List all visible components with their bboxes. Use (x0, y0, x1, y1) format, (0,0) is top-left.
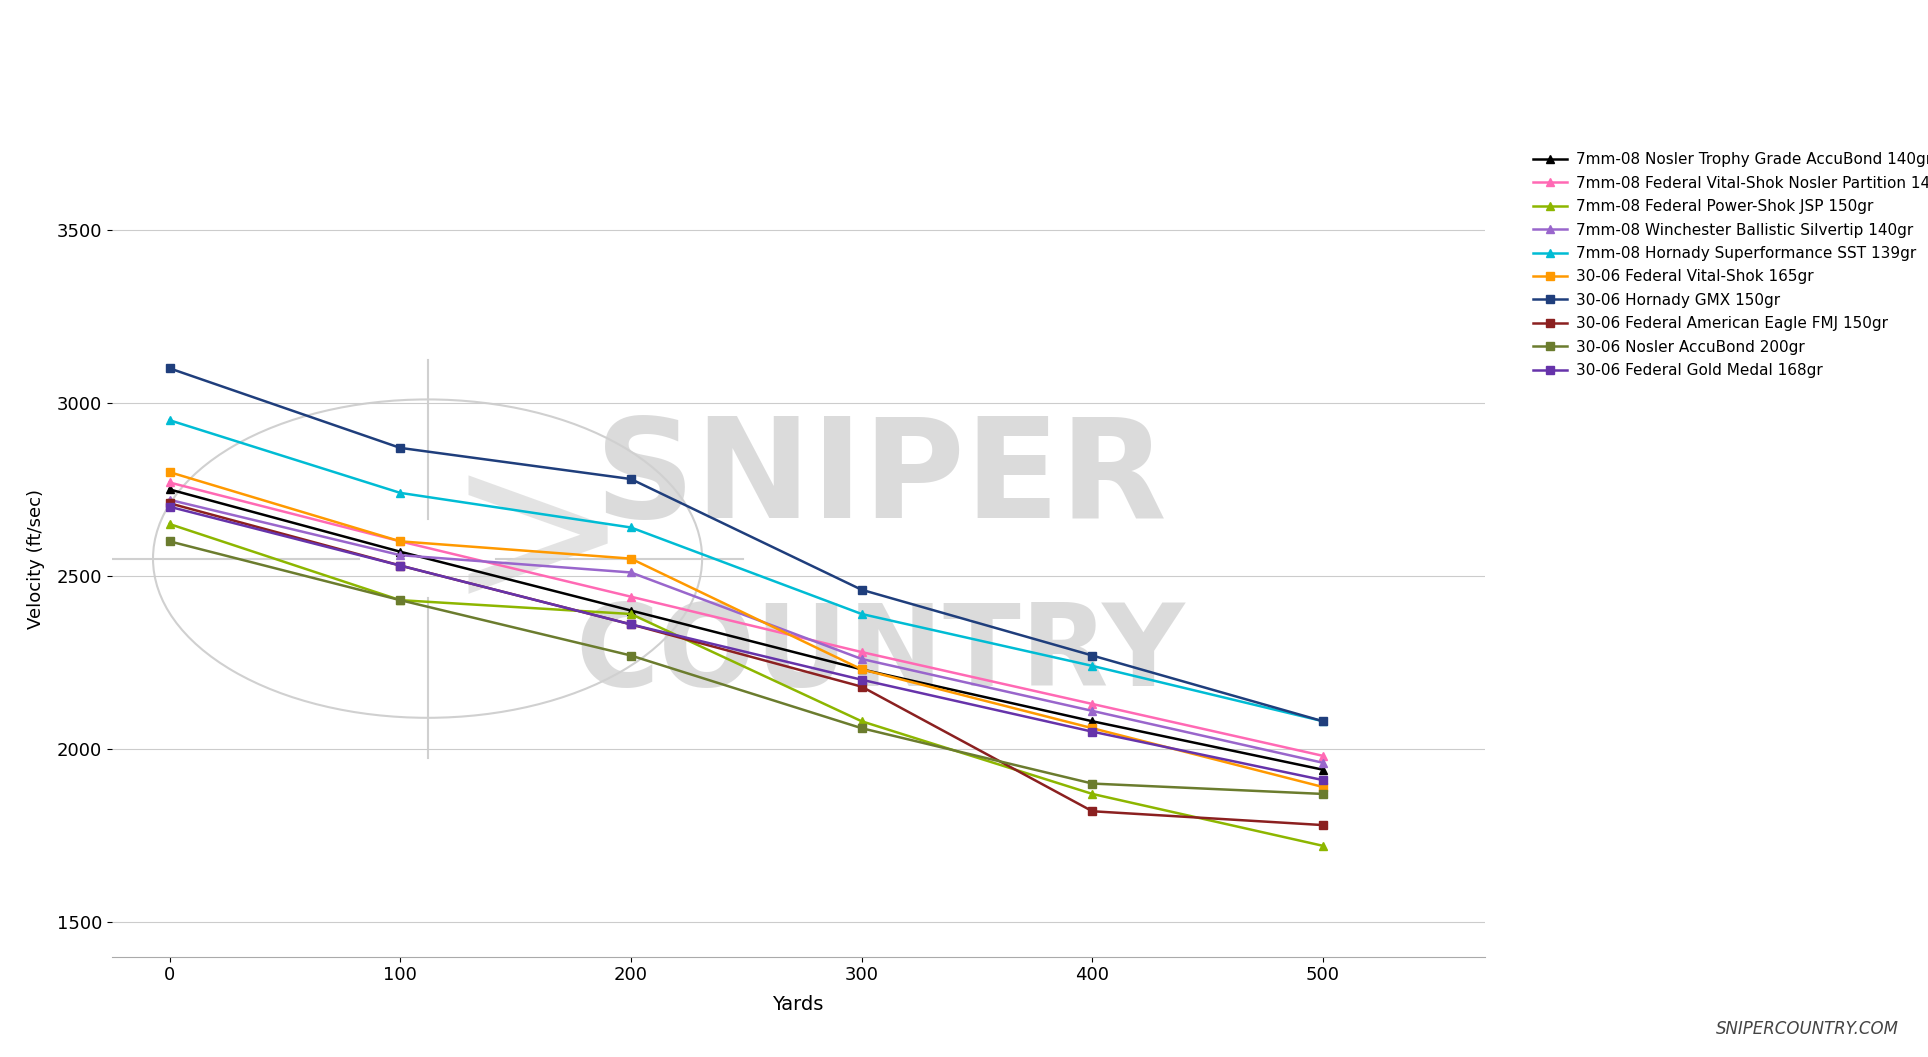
7mm-08 Federal Vital-Shok Nosler Partition 140gr (1311, 749, 1334, 762)
7mm-08 Nosler Trophy Grade AccuBond 140gr (1082, 715, 1105, 727)
30-06 Nosler AccuBond 200gr (850, 722, 873, 735)
7mm-08 Federal Power-Shok JSP 150gr (158, 518, 181, 531)
7mm-08 Nosler Trophy Grade AccuBond 140gr (619, 605, 642, 617)
30-06 Federal Gold Medal 168gr (158, 500, 181, 513)
30-06 Hornady GMX 150gr (1311, 715, 1334, 727)
7mm-08 Federal Power-Shok JSP 150gr (389, 594, 413, 607)
7mm-08 Winchester Ballistic Silvertip 140gr (158, 494, 181, 506)
7mm-08 Hornady Superformance SST 139gr (1311, 715, 1334, 727)
30-06 Federal Vital-Shok 165gr (1311, 781, 1334, 794)
Line: 30-06 Nosler AccuBond 200gr: 30-06 Nosler AccuBond 200gr (166, 537, 1326, 798)
30-06 Nosler AccuBond 200gr (619, 649, 642, 662)
Line: 7mm-08 Winchester Ballistic Silvertip 140gr: 7mm-08 Winchester Ballistic Silvertip 14… (166, 496, 1326, 767)
7mm-08 Nosler Trophy Grade AccuBond 140gr (389, 545, 413, 558)
Line: 30-06 Federal American Eagle FMJ 150gr: 30-06 Federal American Eagle FMJ 150gr (166, 499, 1326, 830)
Text: SNIPERCOUNTRY.COM: SNIPERCOUNTRY.COM (1716, 1020, 1899, 1038)
30-06 Hornady GMX 150gr (850, 583, 873, 596)
7mm-08 Winchester Ballistic Silvertip 140gr (389, 549, 413, 561)
30-06 Federal American Eagle FMJ 150gr (1311, 819, 1334, 832)
7mm-08 Nosler Trophy Grade AccuBond 140gr (850, 663, 873, 675)
30-06 Federal Vital-Shok 165gr (850, 663, 873, 675)
7mm-08 Hornady Superformance SST 139gr (850, 608, 873, 620)
7mm-08 Federal Power-Shok JSP 150gr (1311, 839, 1334, 852)
7mm-08 Winchester Ballistic Silvertip 140gr (1311, 757, 1334, 769)
7mm-08 Hornady Superformance SST 139gr (389, 486, 413, 499)
30-06 Federal Gold Medal 168gr (619, 618, 642, 631)
30-06 Nosler AccuBond 200gr (158, 535, 181, 548)
30-06 Federal Gold Medal 168gr (389, 559, 413, 572)
30-06 Nosler AccuBond 200gr (1082, 777, 1105, 790)
Line: 30-06 Federal Gold Medal 168gr: 30-06 Federal Gold Medal 168gr (166, 502, 1326, 784)
7mm-08 Federal Power-Shok JSP 150gr (1082, 787, 1105, 800)
7mm-08 Winchester Ballistic Silvertip 140gr (850, 652, 873, 665)
Line: 7mm-08 Nosler Trophy Grade AccuBond 140gr: 7mm-08 Nosler Trophy Grade AccuBond 140g… (166, 485, 1326, 774)
30-06 Hornady GMX 150gr (619, 472, 642, 485)
7mm-08 Federal Power-Shok JSP 150gr (619, 608, 642, 620)
7mm-08 Federal Vital-Shok Nosler Partition 140gr (389, 535, 413, 548)
Text: >: > (443, 435, 630, 650)
30-06 Hornady GMX 150gr (1082, 649, 1105, 662)
7mm-08 Federal Vital-Shok Nosler Partition 140gr (850, 646, 873, 659)
30-06 Federal American Eagle FMJ 150gr (158, 497, 181, 509)
30-06 Federal Vital-Shok 165gr (389, 535, 413, 548)
30-06 Federal American Eagle FMJ 150gr (850, 681, 873, 693)
30-06 Federal Gold Medal 168gr (850, 673, 873, 686)
Y-axis label: Velocity (ft/sec): Velocity (ft/sec) (27, 488, 46, 629)
30-06 Hornady GMX 150gr (389, 442, 413, 455)
7mm-08 Federal Power-Shok JSP 150gr (850, 715, 873, 727)
30-06 Hornady GMX 150gr (158, 361, 181, 374)
7mm-08 Winchester Ballistic Silvertip 140gr (619, 567, 642, 579)
30-06 Federal American Eagle FMJ 150gr (1082, 804, 1105, 817)
Line: 7mm-08 Federal Vital-Shok Nosler Partition 140gr: 7mm-08 Federal Vital-Shok Nosler Partiti… (166, 479, 1326, 760)
X-axis label: Yards: Yards (773, 996, 823, 1015)
7mm-08 Nosler Trophy Grade AccuBond 140gr (1311, 763, 1334, 776)
30-06 Federal Vital-Shok 165gr (619, 552, 642, 564)
30-06 Federal Gold Medal 168gr (1311, 774, 1334, 786)
30-06 Nosler AccuBond 200gr (389, 594, 413, 607)
30-06 Federal Vital-Shok 165gr (1082, 722, 1105, 735)
30-06 Federal Gold Medal 168gr (1082, 725, 1105, 738)
Legend: 7mm-08 Nosler Trophy Grade AccuBond 140gr, 7mm-08 Federal Vital-Shok Nosler Part: 7mm-08 Nosler Trophy Grade AccuBond 140g… (1533, 152, 1928, 378)
7mm-08 Federal Vital-Shok Nosler Partition 140gr (1082, 698, 1105, 710)
Text: COUNTRY: COUNTRY (576, 598, 1186, 709)
Text: BULLET VELOCITY: BULLET VELOCITY (492, 19, 1436, 111)
Text: SNIPER: SNIPER (594, 411, 1166, 546)
Line: 7mm-08 Federal Power-Shok JSP 150gr: 7mm-08 Federal Power-Shok JSP 150gr (166, 520, 1326, 850)
7mm-08 Hornady Superformance SST 139gr (1082, 660, 1105, 672)
7mm-08 Federal Vital-Shok Nosler Partition 140gr (619, 591, 642, 604)
7mm-08 Hornady Superformance SST 139gr (158, 414, 181, 427)
30-06 Federal Vital-Shok 165gr (158, 466, 181, 479)
30-06 Federal American Eagle FMJ 150gr (619, 618, 642, 631)
Line: 7mm-08 Hornady Superformance SST 139gr: 7mm-08 Hornady Superformance SST 139gr (166, 416, 1326, 725)
7mm-08 Hornady Superformance SST 139gr (619, 521, 642, 534)
Line: 30-06 Hornady GMX 150gr: 30-06 Hornady GMX 150gr (166, 364, 1326, 725)
30-06 Nosler AccuBond 200gr (1311, 787, 1334, 800)
Line: 30-06 Federal Vital-Shok 165gr: 30-06 Federal Vital-Shok 165gr (166, 468, 1326, 792)
7mm-08 Winchester Ballistic Silvertip 140gr (1082, 705, 1105, 718)
7mm-08 Nosler Trophy Grade AccuBond 140gr (158, 483, 181, 496)
30-06 Federal American Eagle FMJ 150gr (389, 559, 413, 572)
7mm-08 Federal Vital-Shok Nosler Partition 140gr (158, 476, 181, 488)
